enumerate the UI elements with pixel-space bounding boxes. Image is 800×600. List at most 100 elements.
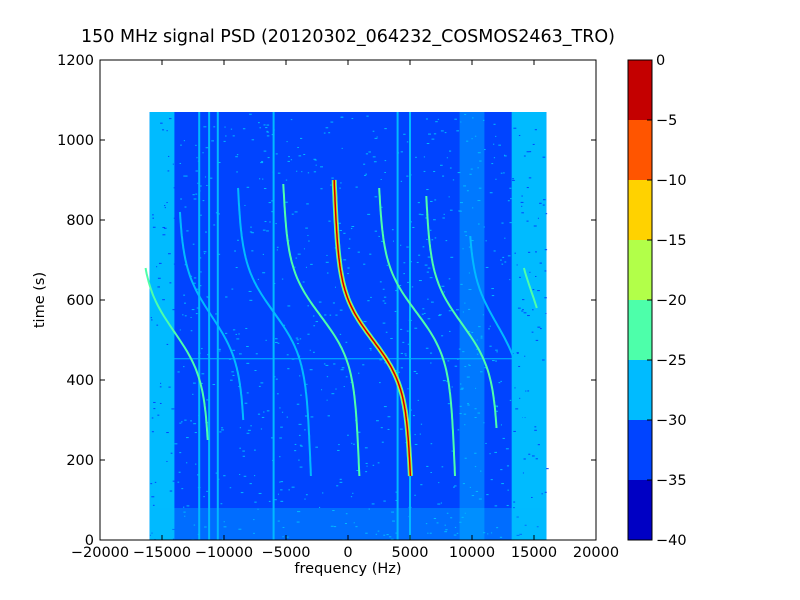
noise-speckle bbox=[192, 243, 195, 245]
colorbar-tick-label: −5 bbox=[656, 113, 677, 129]
noise-speckle bbox=[205, 147, 209, 149]
noise-speckle bbox=[523, 155, 526, 157]
noise-speckle bbox=[341, 116, 343, 118]
noise-speckle bbox=[414, 327, 418, 329]
noise-speckle bbox=[203, 126, 207, 128]
noise-speckle bbox=[509, 399, 512, 401]
noise-speckle bbox=[536, 526, 539, 528]
noise-speckle bbox=[416, 261, 419, 263]
noise-speckle bbox=[516, 534, 520, 536]
noise-speckle bbox=[291, 213, 294, 215]
noise-speckle bbox=[237, 239, 239, 241]
noise-speckle bbox=[382, 322, 386, 324]
noise-speckle bbox=[430, 301, 434, 303]
noise-speckle bbox=[535, 275, 537, 277]
noise-speckle bbox=[285, 179, 288, 181]
noise-speckle bbox=[347, 273, 349, 275]
noise-speckle bbox=[436, 522, 439, 524]
noise-speckle bbox=[471, 240, 474, 242]
noise-speckle bbox=[507, 489, 509, 491]
noise-speckle bbox=[262, 253, 264, 255]
x-tick-label: 15000 bbox=[511, 545, 557, 561]
noise-speckle bbox=[328, 220, 331, 222]
x-axis-label: frequency (Hz) bbox=[294, 561, 402, 577]
noise-speckle bbox=[398, 371, 401, 373]
noise-speckle bbox=[194, 432, 197, 434]
noise-speckle bbox=[299, 375, 301, 377]
noise-speckle bbox=[428, 133, 431, 135]
noise-speckle bbox=[274, 499, 277, 501]
noise-speckle bbox=[195, 193, 198, 195]
noise-speckle bbox=[433, 133, 437, 135]
x-tick-label: −20000 bbox=[71, 545, 129, 561]
noise-speckle bbox=[496, 410, 498, 412]
noise-speckle bbox=[279, 456, 281, 458]
noise-speckle bbox=[168, 118, 172, 120]
noise-speckle bbox=[493, 250, 496, 252]
noise-speckle bbox=[298, 434, 301, 436]
noise-speckle bbox=[351, 442, 353, 444]
noise-speckle bbox=[243, 475, 247, 477]
noise-speckle bbox=[489, 192, 493, 194]
noise-speckle bbox=[338, 222, 341, 224]
noise-speckle bbox=[427, 318, 431, 320]
noise-speckle bbox=[494, 505, 498, 507]
noise-speckle bbox=[203, 496, 205, 498]
noise-speckle bbox=[539, 328, 542, 330]
noise-speckle bbox=[169, 282, 172, 284]
doppler-trace bbox=[178, 211, 245, 421]
noise-speckle bbox=[394, 310, 397, 312]
colorbar-segment bbox=[628, 240, 652, 300]
noise-speckle bbox=[213, 126, 216, 128]
noise-speckle bbox=[268, 500, 271, 502]
noise-speckle bbox=[457, 172, 461, 174]
noise-speckle bbox=[500, 424, 503, 426]
noise-speckle bbox=[218, 213, 220, 215]
noise-speckle bbox=[198, 185, 202, 187]
noise-speckle bbox=[420, 214, 424, 216]
noise-speckle bbox=[250, 425, 252, 427]
noise-speckle bbox=[526, 187, 529, 189]
noise-speckle bbox=[314, 159, 317, 161]
noise-speckle bbox=[299, 338, 302, 340]
noise-speckle bbox=[192, 382, 196, 384]
noise-speckle bbox=[457, 358, 459, 360]
noise-speckle bbox=[495, 349, 498, 351]
noise-speckle bbox=[384, 160, 387, 162]
noise-speckle bbox=[433, 219, 436, 221]
noise-speckle bbox=[281, 411, 284, 413]
noise-speckle bbox=[266, 410, 270, 412]
noise-speckle bbox=[430, 200, 433, 202]
noise-speckle bbox=[463, 413, 467, 415]
noise-speckle bbox=[296, 403, 300, 405]
noise-speckle bbox=[510, 198, 512, 200]
noise-speckle bbox=[329, 314, 332, 316]
noise-speckle bbox=[404, 353, 407, 355]
noise-speckle bbox=[324, 314, 327, 316]
noise-speckle bbox=[447, 360, 450, 362]
doppler-trace bbox=[333, 179, 412, 477]
noise-speckle bbox=[412, 226, 415, 228]
noise-speckle bbox=[483, 532, 486, 534]
noise-speckle bbox=[447, 403, 451, 405]
noise-speckle bbox=[320, 389, 323, 391]
noise-speckle bbox=[478, 326, 481, 328]
noise-speckle bbox=[545, 313, 547, 315]
noise-speckle bbox=[462, 351, 465, 353]
noise-speckle bbox=[247, 429, 251, 431]
x-tick-label: −5000 bbox=[261, 545, 310, 561]
noise-speckle bbox=[350, 228, 353, 230]
noise-speckle bbox=[477, 412, 481, 414]
noise-speckle bbox=[184, 515, 186, 517]
noise-speckle bbox=[332, 302, 335, 304]
noise-speckle bbox=[541, 493, 543, 495]
noise-speckle bbox=[290, 159, 293, 161]
noise-speckle bbox=[407, 388, 409, 390]
noise-speckle bbox=[352, 492, 354, 494]
noise-speckle bbox=[290, 119, 293, 121]
noise-speckle bbox=[442, 380, 446, 382]
noise-speckle bbox=[370, 296, 372, 298]
noise-speckle bbox=[320, 188, 323, 190]
noise-speckle bbox=[219, 431, 222, 433]
noise-speckle bbox=[201, 373, 205, 375]
